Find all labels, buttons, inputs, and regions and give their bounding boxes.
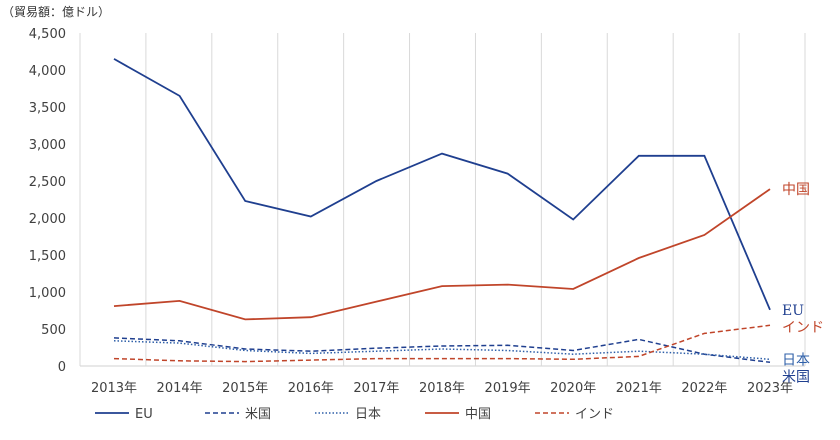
y-tick-label: 4,000 — [29, 64, 66, 79]
x-tick-label: 2013年 — [91, 381, 137, 396]
x-tick-label: 2020年 — [550, 381, 596, 396]
legend-label-EU: EU — [135, 407, 153, 422]
series-line-日本 — [113, 340, 771, 361]
y-tick-label: 3,000 — [29, 138, 66, 153]
legend-label-日本: 日本 — [355, 407, 381, 422]
series-lines — [113, 58, 771, 364]
y-tick-label: 2,000 — [29, 212, 66, 227]
x-tick-label: 2022年 — [681, 381, 727, 396]
y-tick-label: 4,500 — [29, 27, 66, 42]
x-tick-label: 2014年 — [157, 381, 203, 396]
end-label-日本: 日本 — [782, 352, 810, 368]
legend-label-中国: 中国 — [465, 407, 491, 422]
x-axis-ticks: 2013年 2014年 2015年 2016年 2017年 2018年 2019年 2020年… — [91, 381, 793, 396]
x-tick-label: 2021年 — [616, 381, 662, 396]
legend: EU 米国 日本 中国 インド — [95, 407, 614, 422]
legend-label-米国: 米国 — [245, 407, 271, 422]
end-label-EU: EU — [782, 303, 804, 319]
y-tick-label: 3,500 — [29, 101, 66, 116]
legend-label-インド: インド — [575, 407, 614, 422]
x-tick-label: 2015年 — [222, 381, 268, 396]
gridlines — [79, 33, 806, 367]
series-line-インド — [113, 324, 771, 363]
x-tick-label: 2019年 — [485, 381, 531, 396]
y-tick-label: 1,500 — [29, 249, 66, 264]
x-tick-label: 2016年 — [288, 381, 334, 396]
y-tick-label: 0 — [58, 360, 66, 375]
series-line-米国 — [113, 337, 771, 364]
series-line-中国 — [113, 188, 771, 321]
y-axis-ticks: 0 500 1,000 1,500 2,000 2,500 3,000 3,500 4,000 4… — [29, 27, 66, 375]
unit-label: （貿易額：億ドル） — [2, 5, 110, 19]
series-line-EU — [113, 58, 771, 311]
x-tick-label: 2023年 — [747, 381, 793, 396]
y-tick-label: 2,500 — [29, 175, 66, 190]
end-label-米国: 米国 — [782, 369, 810, 385]
end-label-中国: 中国 — [782, 182, 810, 198]
x-tick-label: 2017年 — [353, 381, 399, 396]
end-label-インド: インド — [782, 320, 824, 336]
x-tick-label: 2018年 — [419, 381, 465, 396]
y-tick-label: 1,000 — [29, 286, 66, 301]
y-tick-label: 500 — [41, 323, 66, 338]
